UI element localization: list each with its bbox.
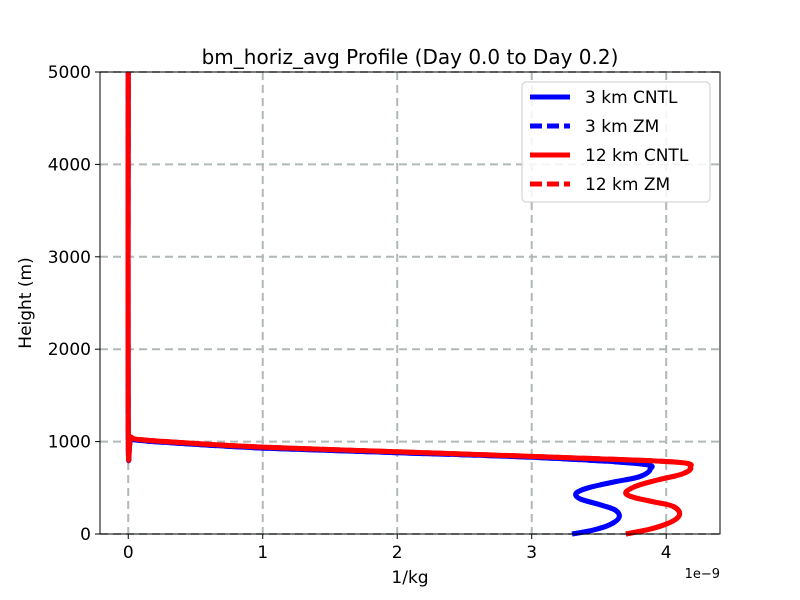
data-series [125, 71, 694, 537]
x-tick-label: 0 [123, 543, 134, 563]
x-axis-ticks: 0 1 2 3 4 [123, 534, 672, 563]
series-line-3 [125, 71, 694, 537]
y-tick-label: 5000 [48, 63, 91, 83]
y-axis-ticks: 0 1000 2000 3000 4000 5000 [48, 63, 100, 545]
x-axis-label: 1/kg [391, 568, 428, 588]
chart-title: bm_horiz_avg Profile (Day 0.0 to Day 0.2… [202, 45, 619, 69]
x-tick-label: 4 [661, 543, 672, 563]
y-tick-label: 2000 [48, 340, 91, 360]
y-tick-label: 3000 [48, 248, 91, 268]
legend-label: 3 km ZM [585, 117, 659, 137]
y-tick-label: 4000 [48, 155, 91, 175]
legend-label: 12 km ZM [585, 175, 670, 195]
x-axis-offset-label: 1e−9 [685, 567, 720, 582]
y-axis-label: Height (m) [16, 257, 36, 348]
x-tick-label: 2 [392, 543, 403, 563]
plot-frame [99, 71, 721, 535]
y-tick-label: 0 [80, 525, 91, 545]
x-tick-label: 1 [257, 543, 268, 563]
x-tick-label: 3 [526, 543, 537, 563]
legend-box [521, 81, 711, 203]
legend: 3 km CNTL 3 km ZM 12 km CNTL 12 km ZM [521, 81, 711, 203]
legend-label: 12 km CNTL [585, 146, 689, 166]
y-tick-label: 1000 [48, 433, 91, 453]
legend-label: 3 km CNTL [585, 88, 678, 108]
